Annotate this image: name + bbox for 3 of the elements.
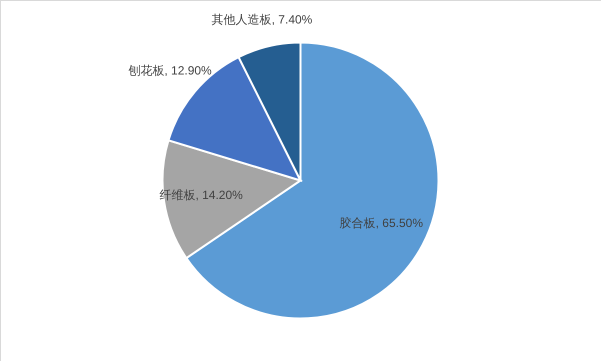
slice-label: 其他人造板, 7.40% <box>212 12 313 26</box>
slice-label: 胶合板, 65.50% <box>340 216 424 230</box>
slice-label: 刨花板, 12.90% <box>127 63 212 78</box>
